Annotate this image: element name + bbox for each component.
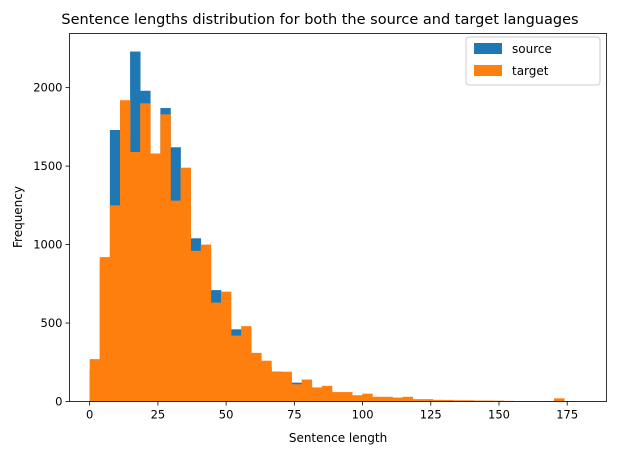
bar-target-34 <box>432 399 444 402</box>
bar-target-31 <box>402 396 414 402</box>
bar-target-25 <box>342 392 353 402</box>
bar-target-35 <box>443 399 454 402</box>
bar-target-15 <box>241 326 252 402</box>
y-axis-label: Frequency <box>11 186 25 248</box>
bar-target-1 <box>99 257 111 402</box>
x-axis-label: Sentence length <box>289 431 387 445</box>
x-tick-label: 175 <box>556 408 578 422</box>
y-axis: 0 500 1000 1500 2000 <box>33 81 70 409</box>
bar-target-21 <box>301 379 313 402</box>
bar-target-33 <box>422 399 434 402</box>
y-tick-label: 0 <box>55 395 62 409</box>
x-tick-label: 150 <box>488 408 510 422</box>
bar-target-29 <box>382 396 393 402</box>
bar-target-36 <box>453 400 464 402</box>
bar-target-10 <box>190 250 202 402</box>
x-tick-label: 0 <box>86 408 93 422</box>
bar-target-17 <box>261 360 272 402</box>
bar-target-30 <box>392 397 403 402</box>
y-tick-label: 1500 <box>33 159 62 173</box>
plot-area <box>89 51 595 402</box>
bar-target-28 <box>372 396 383 402</box>
bar-target-22 <box>311 387 323 402</box>
x-axis: 0 25 50 75 100 125 150 175 <box>86 401 578 422</box>
series-target <box>89 100 595 402</box>
bar-target-5 <box>140 103 151 402</box>
y-tick-label: 1000 <box>33 238 62 252</box>
axes-frame <box>69 33 607 402</box>
bar-target-37 <box>463 400 474 402</box>
bar-target-7 <box>160 114 171 402</box>
bar-target-18 <box>271 371 282 402</box>
bar-target-38 <box>473 400 484 402</box>
bar-target-19 <box>281 371 292 402</box>
y-tick-label: 2000 <box>33 81 62 95</box>
bar-target-24 <box>332 392 343 402</box>
legend-label-source: source <box>512 42 552 56</box>
legend: source target <box>465 36 601 86</box>
bar-target-13 <box>220 291 232 402</box>
bar-target-23 <box>321 385 333 402</box>
bar-target-2 <box>109 205 121 402</box>
y-tick-label: 500 <box>41 316 63 330</box>
bar-target-46 <box>554 398 565 402</box>
x-tick-label: 50 <box>219 408 234 422</box>
x-tick-label: 125 <box>420 408 442 422</box>
bar-target-14 <box>231 335 242 402</box>
bar-target-0 <box>89 359 101 402</box>
legend-swatch-target <box>474 65 502 76</box>
legend-label-target: target <box>512 64 549 78</box>
bar-target-32 <box>412 399 424 402</box>
bar-target-6 <box>150 153 161 402</box>
bar-target-9 <box>180 167 191 402</box>
bar-target-26 <box>352 395 363 402</box>
bar-target-4 <box>130 151 141 402</box>
x-tick-label: 75 <box>287 408 302 422</box>
legend-swatch-source <box>474 43 502 54</box>
bar-target-39 <box>483 400 494 402</box>
x-tick-label: 100 <box>352 408 374 422</box>
bar-target-11 <box>200 244 212 402</box>
chart-title: Sentence lengths distribution for both t… <box>61 12 578 28</box>
bar-target-27 <box>362 393 373 402</box>
bar-target-8 <box>170 200 181 402</box>
bar-target-3 <box>119 100 131 402</box>
bar-target-12 <box>210 302 222 402</box>
x-tick-label: 25 <box>151 408 166 422</box>
bar-target-20 <box>291 384 303 402</box>
bar-target-16 <box>251 352 262 402</box>
